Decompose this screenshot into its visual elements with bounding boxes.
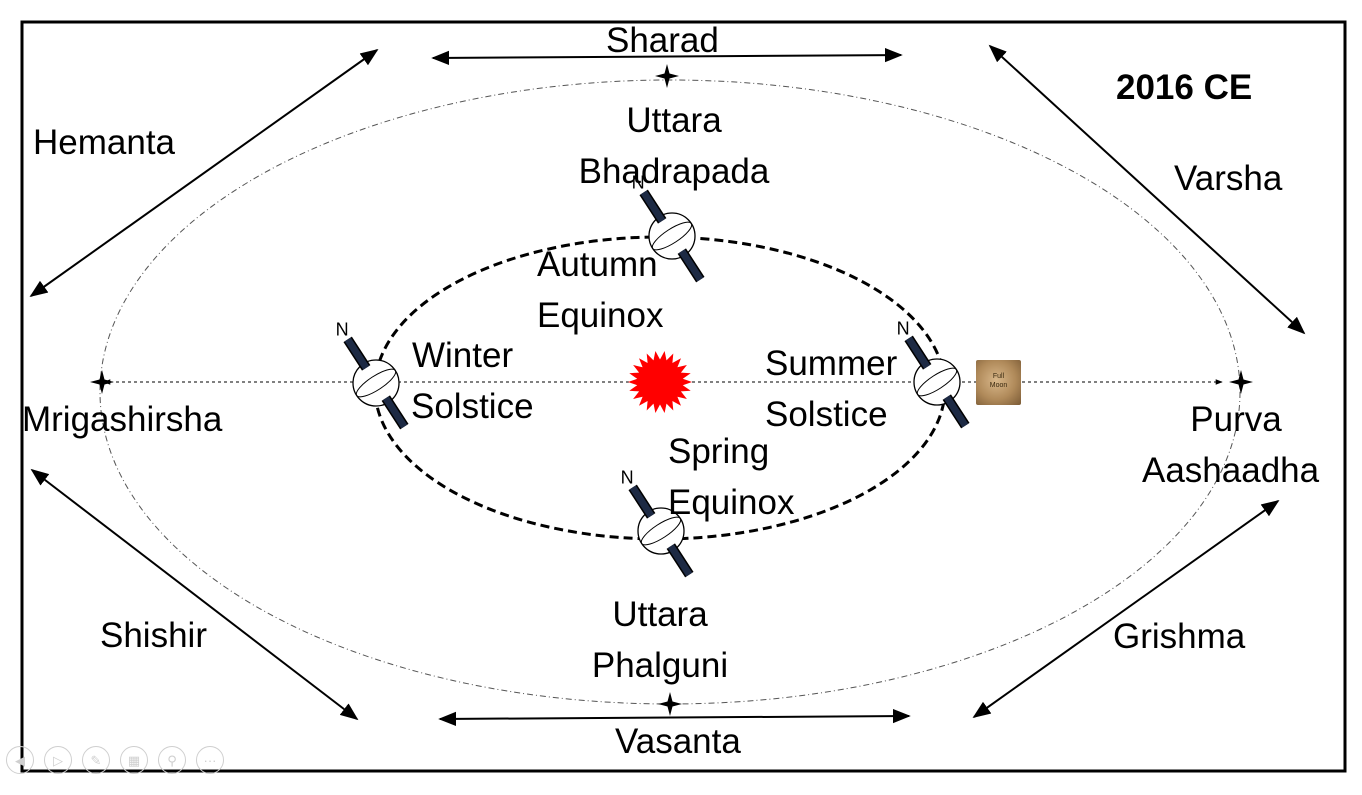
nakshatra-top-line2: Bhadrapada	[578, 152, 770, 191]
spring-equinox-line2: Equinox	[668, 483, 795, 522]
pen-icon[interactable]: ✎	[82, 746, 110, 774]
north-pole-label: N	[336, 319, 349, 339]
earth-autumn-equinox: N	[632, 172, 705, 283]
season-hemanta: Hemanta	[33, 123, 176, 162]
star-uttara-bhadrapada	[655, 64, 679, 88]
sharad-arrow	[431, 47, 903, 66]
winter-solstice-line1: Winter	[412, 336, 514, 375]
season-sharad: Sharad	[606, 21, 719, 60]
north-pole-label: N	[632, 172, 645, 192]
nakshatra-right-line1: Purva	[1190, 400, 1282, 439]
varsha-arrow	[988, 44, 1306, 335]
full-moon: Full Moon	[976, 360, 1021, 405]
earth-winter-solstice: N	[336, 319, 409, 430]
year-title: 2016 CE	[1116, 68, 1253, 107]
winter-solstice-line2: Solstice	[411, 387, 534, 426]
star-uttara-phalguni	[658, 692, 682, 716]
frame-border	[20, 20, 1347, 773]
north-pole-label: N	[897, 318, 910, 338]
vasanta-arrow	[438, 708, 911, 727]
star-purva-aashaadha	[1229, 370, 1253, 394]
grishma-arrow	[972, 499, 1280, 719]
season-varsha: Varsha	[1174, 159, 1283, 198]
sun	[628, 351, 692, 413]
nakshatra-right-line2: Aashaadha	[1142, 451, 1320, 490]
season-grishma: Grishma	[1113, 617, 1246, 656]
more-icon[interactable]: ···	[196, 746, 224, 774]
autumn-equinox-line1: Autumn	[537, 245, 658, 284]
summer-solstice-line1: Summer	[765, 344, 898, 383]
nakshatra-bottom-line1: Uttara	[612, 595, 708, 634]
earth-spring-equinox: N	[621, 467, 694, 578]
earth-summer-solstice: N	[897, 318, 970, 429]
nakshatra-top-line1: Uttara	[626, 101, 722, 140]
spring-equinox-line1: Spring	[668, 432, 770, 471]
shishir-arrow	[30, 468, 359, 721]
slides-icon[interactable]: ▦	[120, 746, 148, 774]
nakshatra-left: Mrigashirsha	[22, 400, 223, 439]
zoom-icon[interactable]: ⚲	[158, 746, 186, 774]
star-mrigashirsha	[90, 370, 114, 394]
north-pole-label: N	[621, 467, 634, 487]
hemanta-arrow	[29, 48, 379, 298]
summer-solstice-line2: Solstice	[765, 395, 888, 434]
autumn-equinox-line2: Equinox	[537, 296, 664, 335]
season-vasanta: Vasanta	[615, 722, 741, 761]
season-shishir: Shishir	[100, 616, 207, 655]
play-icon[interactable]: ▷	[44, 746, 72, 774]
nakshatra-bottom-line2: Phalguni	[591, 646, 729, 685]
back-icon[interactable]: ◀	[6, 746, 34, 774]
